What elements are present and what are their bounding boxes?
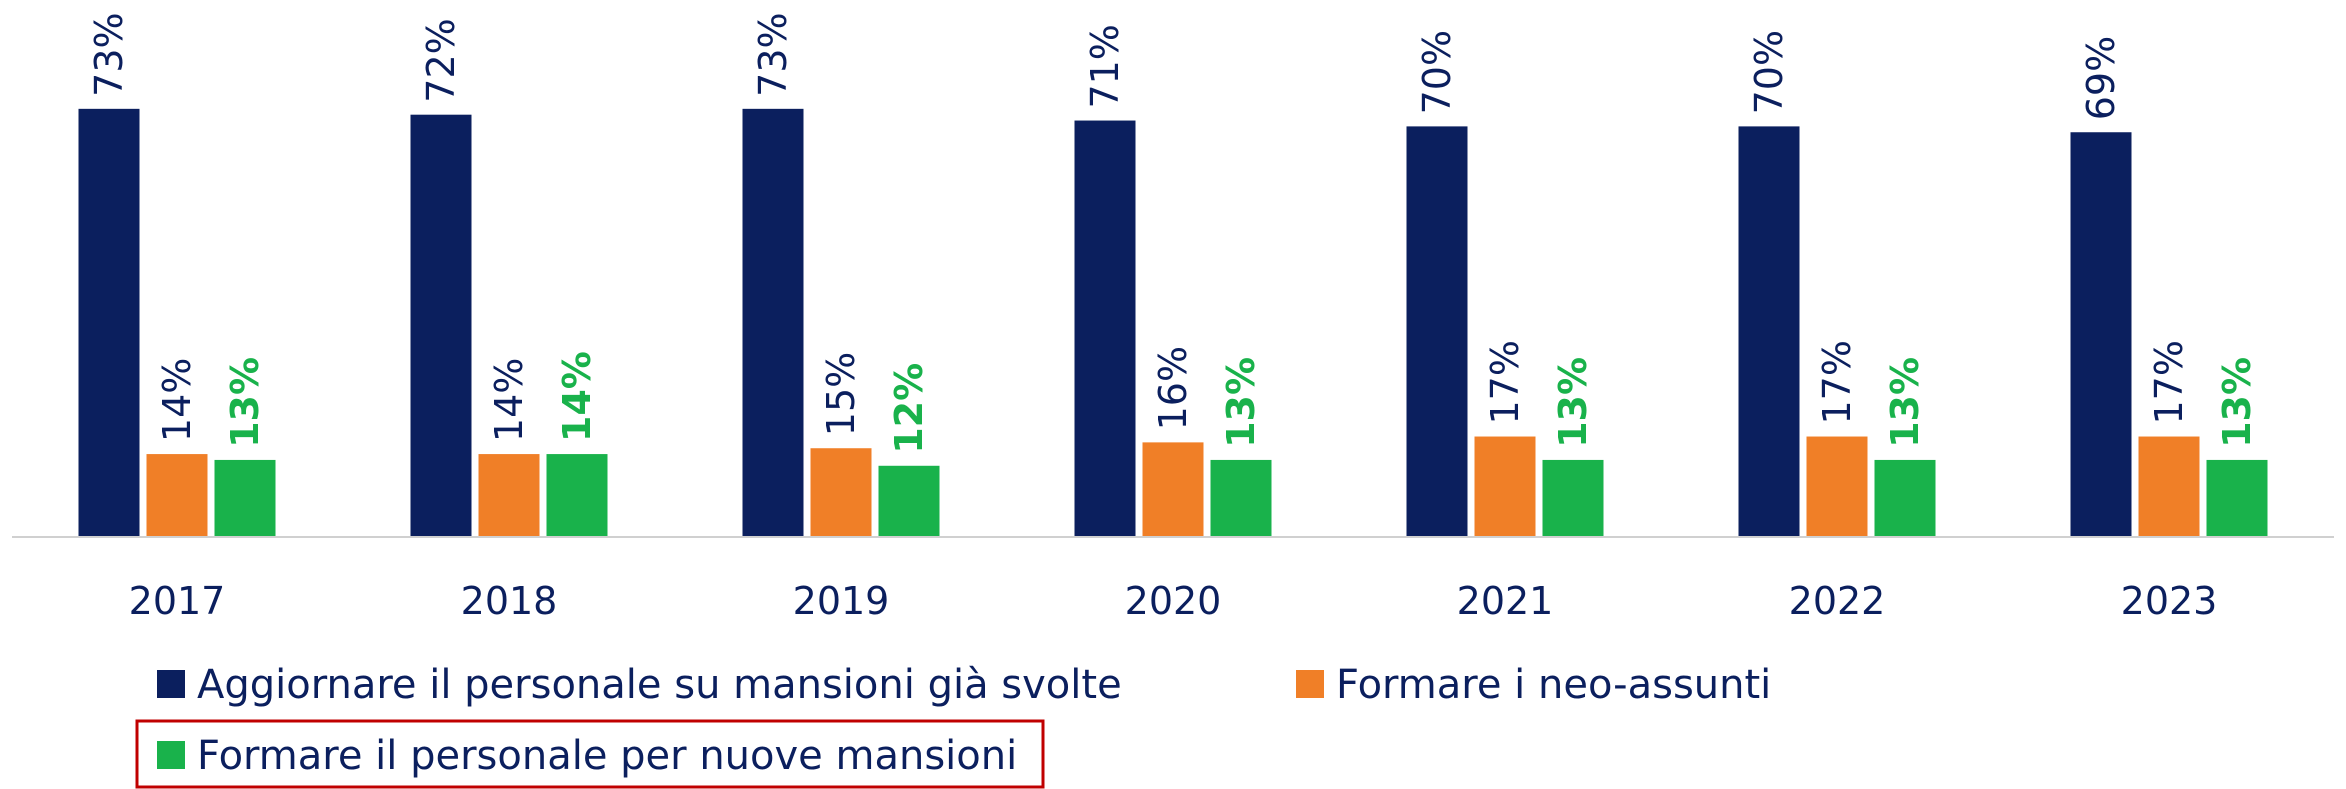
bar — [1874, 459, 1936, 536]
bar — [878, 465, 940, 536]
data-label: 13% — [223, 357, 267, 448]
x-tick-label: 2017 — [129, 579, 226, 623]
data-label: 14% — [555, 351, 599, 442]
data-label: 13% — [1883, 357, 1927, 448]
bar — [546, 454, 608, 536]
bar — [2138, 436, 2200, 536]
data-label: 14% — [155, 358, 199, 442]
bar — [810, 448, 872, 536]
data-label: 12% — [887, 363, 931, 454]
bar — [1074, 120, 1136, 537]
bar — [1406, 126, 1468, 537]
data-label: 70% — [1747, 30, 1791, 114]
bar — [478, 454, 540, 536]
bar — [78, 108, 140, 536]
x-tick-label: 2019 — [793, 579, 890, 623]
data-label: 13% — [2215, 357, 2259, 448]
data-label: 72% — [419, 18, 463, 102]
x-tick-label: 2023 — [2121, 579, 2218, 623]
bar — [1806, 436, 1868, 536]
legend-label: Aggiornare il personale su mansioni già … — [197, 662, 1122, 708]
bar — [214, 459, 276, 536]
x-tick-label: 2020 — [1125, 579, 1222, 623]
data-label: 73% — [87, 12, 131, 96]
data-label: 70% — [1415, 30, 1459, 114]
x-tick-label: 2021 — [1457, 579, 1554, 623]
bar — [1474, 436, 1536, 536]
data-label: 71% — [1083, 24, 1127, 108]
legend-label: Formare i neo-assunti — [1336, 662, 1771, 708]
legend-label: Formare il personale per nuove mansioni — [197, 733, 1017, 779]
legend-swatch — [157, 741, 185, 769]
highlight-box — [135, 719, 1045, 789]
bar — [1738, 126, 1800, 537]
bar — [1142, 442, 1204, 536]
data-label: 17% — [2147, 340, 2191, 424]
bar — [2070, 132, 2132, 536]
x-tick-label: 2018 — [461, 579, 558, 623]
bar — [146, 454, 208, 536]
data-label: 17% — [1483, 340, 1527, 424]
bar — [1542, 459, 1604, 536]
data-label: 17% — [1815, 340, 1859, 424]
data-label: 15% — [819, 352, 863, 436]
bar — [742, 108, 804, 536]
bar — [410, 114, 472, 537]
data-label: 13% — [1219, 357, 1263, 448]
data-label: 73% — [751, 12, 795, 96]
x-tick-label: 2022 — [1789, 579, 1886, 623]
data-label: 14% — [487, 358, 531, 442]
legend-swatch — [1296, 670, 1324, 698]
bar — [2206, 459, 2268, 536]
data-label: 69% — [2079, 36, 2123, 120]
legend-swatch — [157, 670, 185, 698]
data-label: 13% — [1551, 357, 1595, 448]
bar — [1210, 459, 1272, 536]
data-label: 16% — [1151, 346, 1195, 430]
